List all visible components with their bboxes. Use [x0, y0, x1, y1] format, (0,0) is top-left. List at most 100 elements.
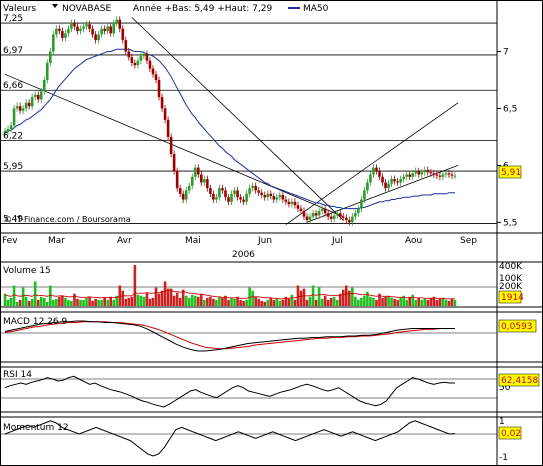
volume-bar — [27, 300, 31, 306]
candle — [85, 20, 88, 30]
candle — [39, 87, 43, 103]
volume-tick-100k: 100K — [499, 274, 523, 284]
left-label-1: 6,97 — [3, 46, 23, 56]
candle — [251, 182, 254, 192]
volume-bar — [118, 285, 122, 306]
candle — [326, 209, 330, 221]
volume-bar — [236, 296, 239, 306]
candle — [178, 184, 182, 198]
volume-bar — [160, 290, 164, 306]
candle — [239, 193, 242, 203]
candle — [411, 169, 415, 181]
volume-badge — [498, 290, 522, 304]
macd-signal-line — [4, 321, 455, 350]
volume-bar — [326, 299, 330, 306]
x-tick-mai: Mai — [185, 236, 201, 246]
volume-ma-line — [4, 290, 455, 300]
volume-bar — [52, 299, 55, 306]
candle — [218, 184, 221, 201]
volume-bar — [6, 299, 10, 306]
volume-last: 1914 — [501, 293, 524, 303]
macd-badge — [498, 319, 537, 333]
candle — [429, 168, 433, 177]
dropdown-arrow-icon[interactable] — [52, 4, 58, 8]
left-label-3: 6,22 — [3, 131, 23, 141]
candle — [272, 192, 276, 203]
candle — [151, 65, 155, 78]
volume-bar — [357, 299, 360, 306]
rsi-panel: RSI 14 50 62,4158 — [0, 366, 543, 413]
candle — [329, 213, 333, 223]
volume-bar — [344, 285, 348, 306]
candle — [432, 169, 436, 178]
candle — [263, 191, 267, 201]
candle — [245, 190, 248, 206]
trendline-2 — [285, 102, 459, 225]
volume-tick-200k: 200K — [499, 282, 523, 292]
candle — [172, 150, 176, 175]
volume-bar — [311, 285, 315, 306]
volume-bar — [121, 290, 125, 306]
volume-bar — [263, 301, 267, 306]
volume-bar — [151, 297, 155, 306]
candle — [293, 198, 297, 209]
candle — [187, 182, 191, 194]
volume-bar — [281, 299, 285, 306]
candle — [402, 173, 405, 183]
volume-bar — [15, 301, 19, 306]
rsi-tick-50: 50 — [499, 383, 511, 393]
candle — [390, 175, 393, 188]
candle — [64, 29, 67, 42]
volume-bar — [12, 285, 16, 306]
volume-bar — [196, 296, 200, 306]
candle — [79, 25, 82, 35]
volume-bar — [314, 299, 318, 306]
candle — [73, 19, 76, 30]
candle — [30, 93, 34, 110]
x-tick-mar: Mar — [48, 236, 65, 246]
valeurs-label: Valeurs — [3, 4, 36, 14]
volume-bar — [85, 297, 88, 306]
volume-bar — [42, 297, 46, 306]
volume-bar — [61, 295, 64, 306]
volume-bar — [441, 297, 445, 306]
volume-bar — [393, 298, 396, 306]
candle — [118, 16, 122, 33]
candle — [375, 164, 378, 175]
volume-bar — [296, 285, 300, 306]
momentum-tick-1: 1 — [499, 417, 505, 427]
volume-bar — [230, 297, 233, 306]
candle — [76, 23, 79, 35]
candle — [347, 216, 351, 226]
candle — [12, 105, 16, 129]
volume-tick-400k: 400K — [499, 262, 523, 272]
volume-bar — [257, 298, 260, 306]
volume-bar — [100, 299, 103, 306]
volume-bar — [36, 299, 40, 306]
volume-bar — [73, 293, 76, 306]
volume-bar — [184, 295, 188, 306]
momentum-line — [4, 420, 456, 457]
candle — [136, 57, 140, 69]
candle — [196, 164, 200, 178]
candle — [36, 91, 40, 103]
volume-bar — [347, 290, 351, 306]
volume-bar — [375, 299, 378, 306]
candle — [441, 171, 445, 181]
candle — [142, 50, 146, 60]
candle — [6, 125, 10, 135]
volume-title: Volume 15 — [3, 266, 51, 276]
candle — [221, 184, 224, 194]
volume-bar — [172, 295, 176, 306]
left-price-labels: 7,25 6,97 6,66 6,22 5,95 5,49 — [3, 14, 23, 224]
year-label: 2006 — [232, 250, 255, 260]
candle — [393, 175, 396, 185]
candle — [317, 207, 321, 219]
volume-bar — [363, 295, 366, 306]
candles — [3, 16, 457, 226]
candle — [124, 36, 128, 55]
candle — [55, 25, 58, 38]
candle — [148, 57, 152, 73]
volume-bar — [91, 300, 94, 306]
volume-bar — [193, 295, 197, 306]
